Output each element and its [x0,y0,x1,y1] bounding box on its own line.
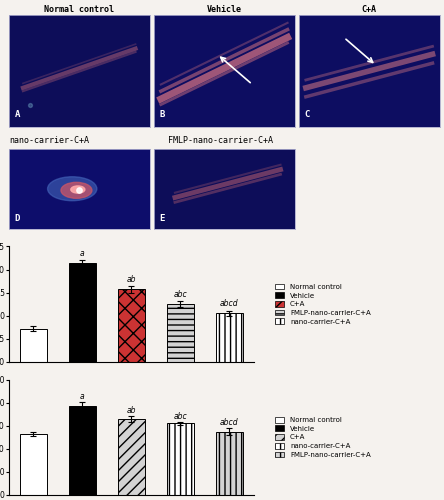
Text: a: a [80,249,85,258]
Text: A: A [15,110,20,119]
Bar [167,304,194,362]
Bar [20,328,47,362]
Legend: Normal control, Vehicle, C+A, FMLP-nano-carrier-C+A, nano-carrier-C+A: Normal control, Vehicle, C+A, FMLP-nano-… [274,283,372,326]
Bar [69,262,96,362]
Bar [216,432,243,495]
Point [27,100,34,108]
Bar [118,419,145,495]
Legend: Normal control, Vehicle, C+A, nano-carrier-C+A, FMLP-nano-carrier-C+A: Normal control, Vehicle, C+A, nano-carri… [274,416,372,459]
Title: C+A: C+A [362,5,377,14]
Ellipse shape [71,186,85,193]
Text: abcd: abcd [220,300,239,308]
Bar [216,314,243,362]
Text: ab: ab [127,406,136,415]
Text: abc: abc [174,412,187,420]
Bar [118,290,145,362]
Text: nano-carrier-C+A: nano-carrier-C+A [9,136,89,144]
Point [75,186,83,194]
Title: Normal control: Normal control [44,5,114,14]
Bar [20,434,47,495]
Text: abc: abc [174,290,187,298]
Text: abcd: abcd [220,418,239,427]
Text: a: a [80,392,85,401]
Ellipse shape [61,182,92,198]
Bar [69,406,96,495]
Ellipse shape [48,176,97,201]
Text: ab: ab [127,275,136,284]
Text: FMLP-nano-carrier-C+A: FMLP-nano-carrier-C+A [168,136,273,144]
Text: D: D [15,214,20,223]
Text: E: E [159,214,165,223]
Text: C: C [305,110,310,119]
Title: Vehicle: Vehicle [207,5,242,14]
Text: B: B [159,110,165,119]
Bar [167,424,194,495]
